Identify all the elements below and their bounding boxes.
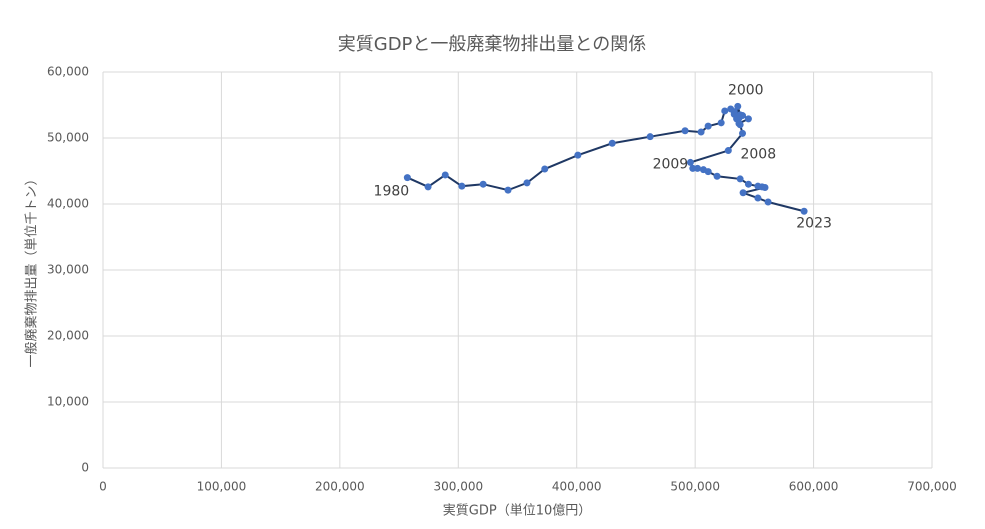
data-point — [724, 147, 732, 155]
y-tick-label: 20,000 — [47, 329, 89, 343]
data-point — [646, 133, 654, 141]
y-tick-label: 10,000 — [47, 395, 89, 409]
data-point — [541, 165, 549, 173]
point-label: 2008 — [740, 147, 776, 163]
data-point — [734, 102, 742, 110]
data-point — [704, 122, 712, 130]
chart-title: 実質GDPと一般廃棄物排出量との関係 — [338, 34, 646, 55]
data-point — [744, 180, 752, 188]
data-point — [704, 168, 712, 176]
x-axis-title: 実質GDP（単位10億円） — [443, 503, 591, 519]
data-point — [800, 207, 808, 215]
point-label: 1980 — [374, 184, 410, 200]
x-tick-label: 300,000 — [433, 480, 483, 494]
y-tick-label: 40,000 — [47, 197, 89, 211]
data-point — [754, 194, 762, 202]
data-point — [608, 139, 616, 147]
x-tick-label: 400,000 — [552, 480, 602, 494]
data-point — [739, 129, 747, 137]
data-point — [717, 119, 725, 127]
x-tick-label: 700,000 — [907, 480, 957, 494]
data-point — [686, 158, 694, 166]
data-point — [764, 198, 772, 206]
data-point — [736, 175, 744, 183]
y-tick-label: 50,000 — [47, 131, 89, 145]
x-tick-label: 200,000 — [315, 480, 365, 494]
y-tick-label: 0 — [81, 461, 89, 475]
data-point — [694, 164, 702, 172]
data-point — [403, 174, 411, 182]
x-tick-label: 100,000 — [197, 480, 247, 494]
data-point — [681, 127, 689, 135]
data-point — [713, 172, 721, 180]
data-point — [736, 121, 744, 129]
data-point — [739, 112, 747, 120]
y-tick-label: 60,000 — [47, 65, 89, 79]
data-point — [697, 128, 705, 136]
data-point — [479, 180, 487, 188]
y-axis-title: 一般廃棄物排出量（単位千トン） — [24, 172, 40, 367]
data-point — [574, 151, 582, 159]
data-point — [721, 107, 729, 115]
data-point — [458, 182, 466, 190]
x-tick-label: 0 — [99, 480, 107, 494]
y-tick-label: 30,000 — [47, 263, 89, 277]
point-label: 2000 — [728, 82, 764, 98]
data-point — [739, 189, 747, 197]
data-point — [744, 115, 752, 123]
point-label: 2023 — [796, 215, 832, 231]
data-point — [424, 183, 432, 191]
x-tick-label: 500,000 — [670, 480, 720, 494]
x-tick-label: 600,000 — [789, 480, 839, 494]
point-label: 2009 — [653, 156, 689, 172]
data-point — [761, 184, 769, 191]
data-point — [523, 179, 531, 187]
data-point — [441, 171, 449, 179]
data-point — [504, 186, 512, 194]
